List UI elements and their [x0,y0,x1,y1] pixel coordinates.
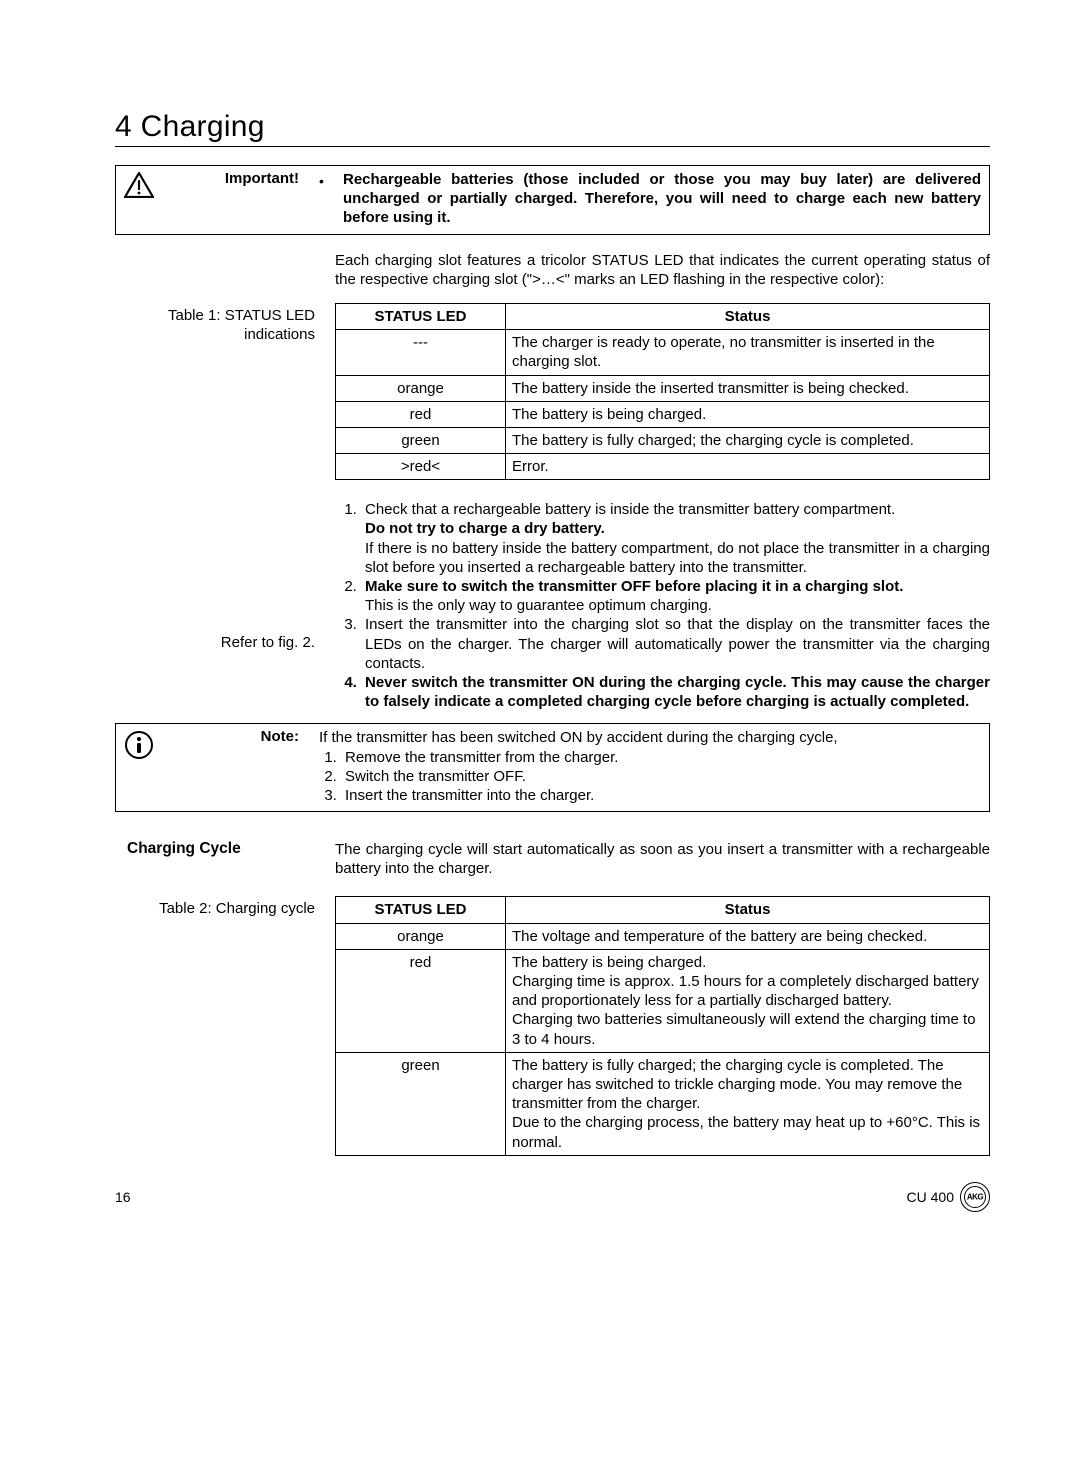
note-label: Note: [164,728,319,745]
table-row: ---The charger is ready to operate, no t… [336,330,990,375]
step-1: Check that a rechargeable battery is ins… [361,500,990,577]
table1-caption: Table 1: STATUS LED indications [115,303,335,345]
table-row: greenThe battery is fully charged; the c… [336,1052,990,1155]
page-footer: 16 CU 400 AKG [115,1182,990,1212]
charging-cycle-para: The charging cycle will start automatica… [335,840,990,878]
table1-led-cell: orange [336,375,506,401]
table2-led-cell: red [336,949,506,1052]
table2-status-cell: The battery is fully charged; the chargi… [506,1052,990,1155]
warning-icon [124,170,164,198]
important-text: Rechargeable batteries (those included o… [343,170,981,228]
table1-caption-line1: Table 1: STATUS LED [168,307,315,324]
table1-led-cell: >red< [336,454,506,480]
status-led-table-2: STATUS LED Status orangeThe voltage and … [335,896,990,1155]
note-lead: If the transmitter has been switched ON … [319,729,838,746]
table2-head-status: Status [506,897,990,923]
table2-status-cell: The battery is being charged. Charging t… [506,949,990,1052]
step-3: Insert the transmitter into the charging… [361,615,990,673]
table2-led-cell: green [336,1052,506,1155]
important-box: Important! • Rechargeable batteries (tho… [115,165,990,235]
table1-head-status: Status [506,303,990,329]
note-box: Note: If the transmitter has been switch… [115,723,990,812]
page-number: 16 [115,1189,131,1205]
table1-led-cell: --- [336,330,506,375]
charging-cycle-heading: Charging Cycle [127,840,241,857]
table1-status-cell: The battery is being charged. [506,401,990,427]
charging-steps: Check that a rechargeable battery is ins… [335,500,990,711]
table2-led-cell: orange [336,923,506,949]
table1-led-cell: green [336,427,506,453]
table2-caption: Table 2: Charging cycle [115,896,335,917]
bullet-icon: • [319,170,343,228]
intro-paragraph: Each charging slot features a tricolor S… [335,251,990,289]
model-label: CU 400 [907,1189,954,1205]
section-title: 4 Charging [115,110,990,147]
table2-status-cell: The voltage and temperature of the batte… [506,923,990,949]
table-row: redThe battery is being charged. Chargin… [336,949,990,1052]
table-row: orangeThe voltage and temperature of the… [336,923,990,949]
important-label: Important! [164,170,319,187]
note-step: Insert the transmitter into the charger. [341,786,981,805]
step-4: Never switch the transmitter ON during t… [361,673,990,711]
table1-status-cell: The battery inside the inserted transmit… [506,375,990,401]
table1-status-cell: The battery is fully charged; the chargi… [506,427,990,453]
table1-led-cell: red [336,401,506,427]
table-row: orangeThe battery inside the inserted tr… [336,375,990,401]
refer-fig-label: Refer to fig. 2. [115,500,335,651]
note-steps: Remove the transmitter from the charger.… [319,748,981,806]
table-row: >red<Error. [336,454,990,480]
note-step: Switch the transmitter OFF. [341,767,981,786]
info-icon [124,728,164,760]
note-step: Remove the transmitter from the charger. [341,748,981,767]
table1-status-cell: The charger is ready to operate, no tran… [506,330,990,375]
table-row: greenThe battery is fully charged; the c… [336,427,990,453]
status-led-table-1: STATUS LED Status ---The charger is read… [335,303,990,480]
table-row: redThe battery is being charged. [336,401,990,427]
brand-logo-icon: AKG [960,1182,990,1212]
table2-head-led: STATUS LED [336,897,506,923]
table1-caption-line2: indications [244,326,315,343]
table1-head-led: STATUS LED [336,303,506,329]
table1-status-cell: Error. [506,454,990,480]
step-2: Make sure to switch the transmitter OFF … [361,577,990,615]
